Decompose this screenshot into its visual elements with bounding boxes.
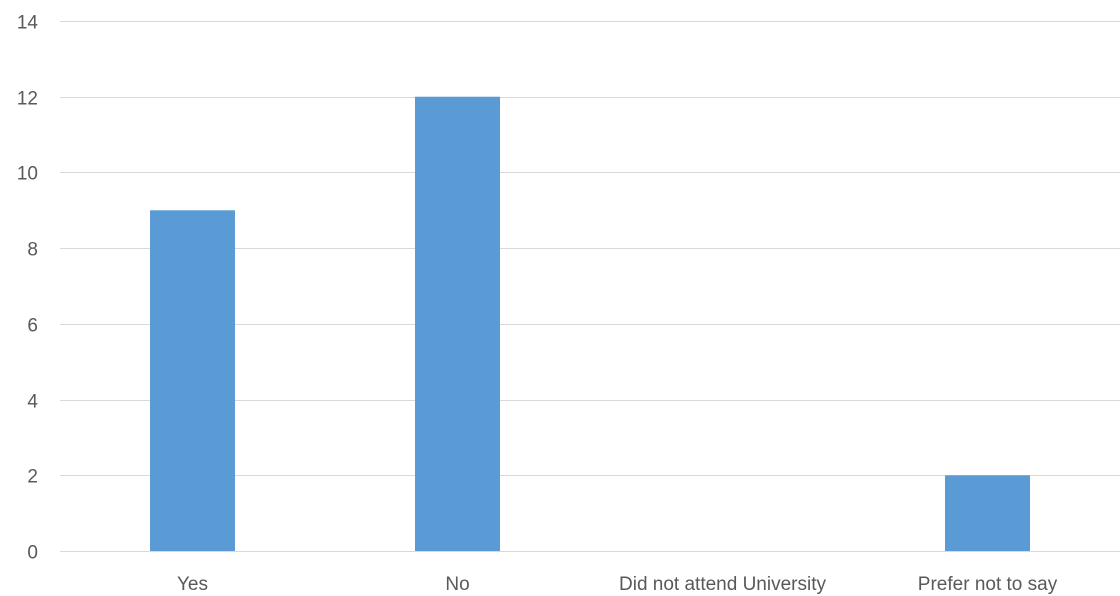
y-tick-label: 14: [17, 13, 39, 34]
bar-no: [415, 96, 500, 551]
y-gridlines: [60, 21, 1120, 552]
x-tick-label: Prefer not to say: [918, 574, 1058, 595]
y-tick-label: 12: [17, 89, 38, 110]
y-tick-label: 0: [27, 543, 38, 564]
y-axis-tick-labels: 0 2 4 6 8 10 12 14: [17, 13, 39, 564]
x-tick-label: Did not attend University: [619, 574, 826, 595]
y-tick-label: 10: [17, 164, 38, 185]
x-axis-tick-labels: Yes No Did not attend University Prefer not…: [177, 574, 1058, 595]
bar-yes: [150, 210, 235, 552]
y-tick-label: 6: [27, 316, 38, 337]
bars: [150, 96, 1030, 552]
y-tick-label: 4: [27, 392, 38, 413]
bar-prefer-not-to-say: [945, 475, 1030, 551]
y-tick-label: 8: [27, 240, 38, 261]
x-tick-label: Yes: [177, 574, 208, 595]
y-tick-label: 2: [27, 467, 38, 488]
x-tick-label: No: [445, 574, 469, 595]
